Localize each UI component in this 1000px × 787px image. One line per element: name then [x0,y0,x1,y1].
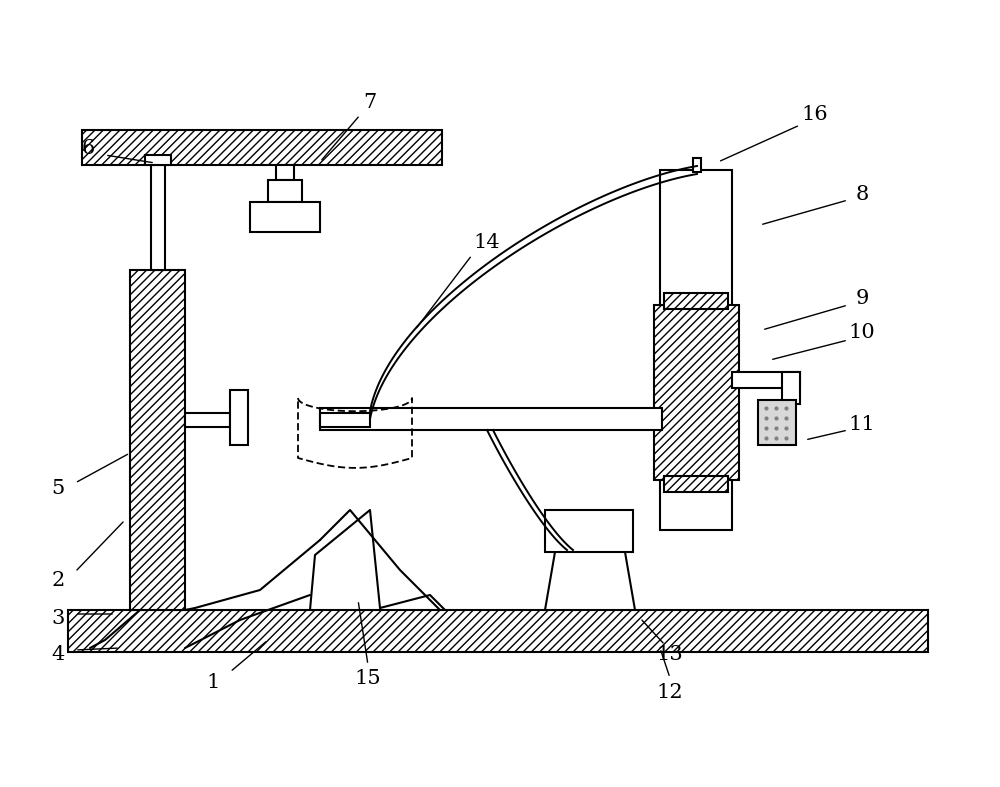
Bar [68,610,928,652]
Bar [545,510,633,552]
Bar [82,130,442,165]
Bar [660,170,732,530]
Text: 1: 1 [206,674,220,693]
Text: 4: 4 [51,645,65,664]
Text: 16: 16 [802,105,828,124]
Text: 15: 15 [355,668,381,688]
Bar [250,202,320,232]
Text: 2: 2 [51,571,65,589]
Text: 12: 12 [657,682,683,701]
Text: 13: 13 [657,645,683,664]
Bar [151,162,165,270]
Bar [758,400,796,445]
Text: 10: 10 [849,323,875,342]
Bar [320,413,370,427]
Bar [185,413,230,427]
Text: 14: 14 [474,234,500,253]
Bar [145,155,171,165]
Text: 8: 8 [855,186,869,205]
Text: 6: 6 [81,139,95,157]
Bar [664,476,728,492]
Bar [268,180,302,202]
Bar [693,158,701,172]
Text: 7: 7 [363,94,377,113]
Bar [782,372,800,404]
Bar [664,293,728,309]
Bar [130,270,185,610]
Text: 9: 9 [855,289,869,308]
Text: 5: 5 [51,478,65,497]
Bar [320,408,662,430]
Text: 3: 3 [51,608,65,627]
Bar [276,165,294,180]
Text: 11: 11 [849,416,875,434]
Bar [732,372,800,388]
Bar [654,305,739,480]
Bar [230,390,248,445]
